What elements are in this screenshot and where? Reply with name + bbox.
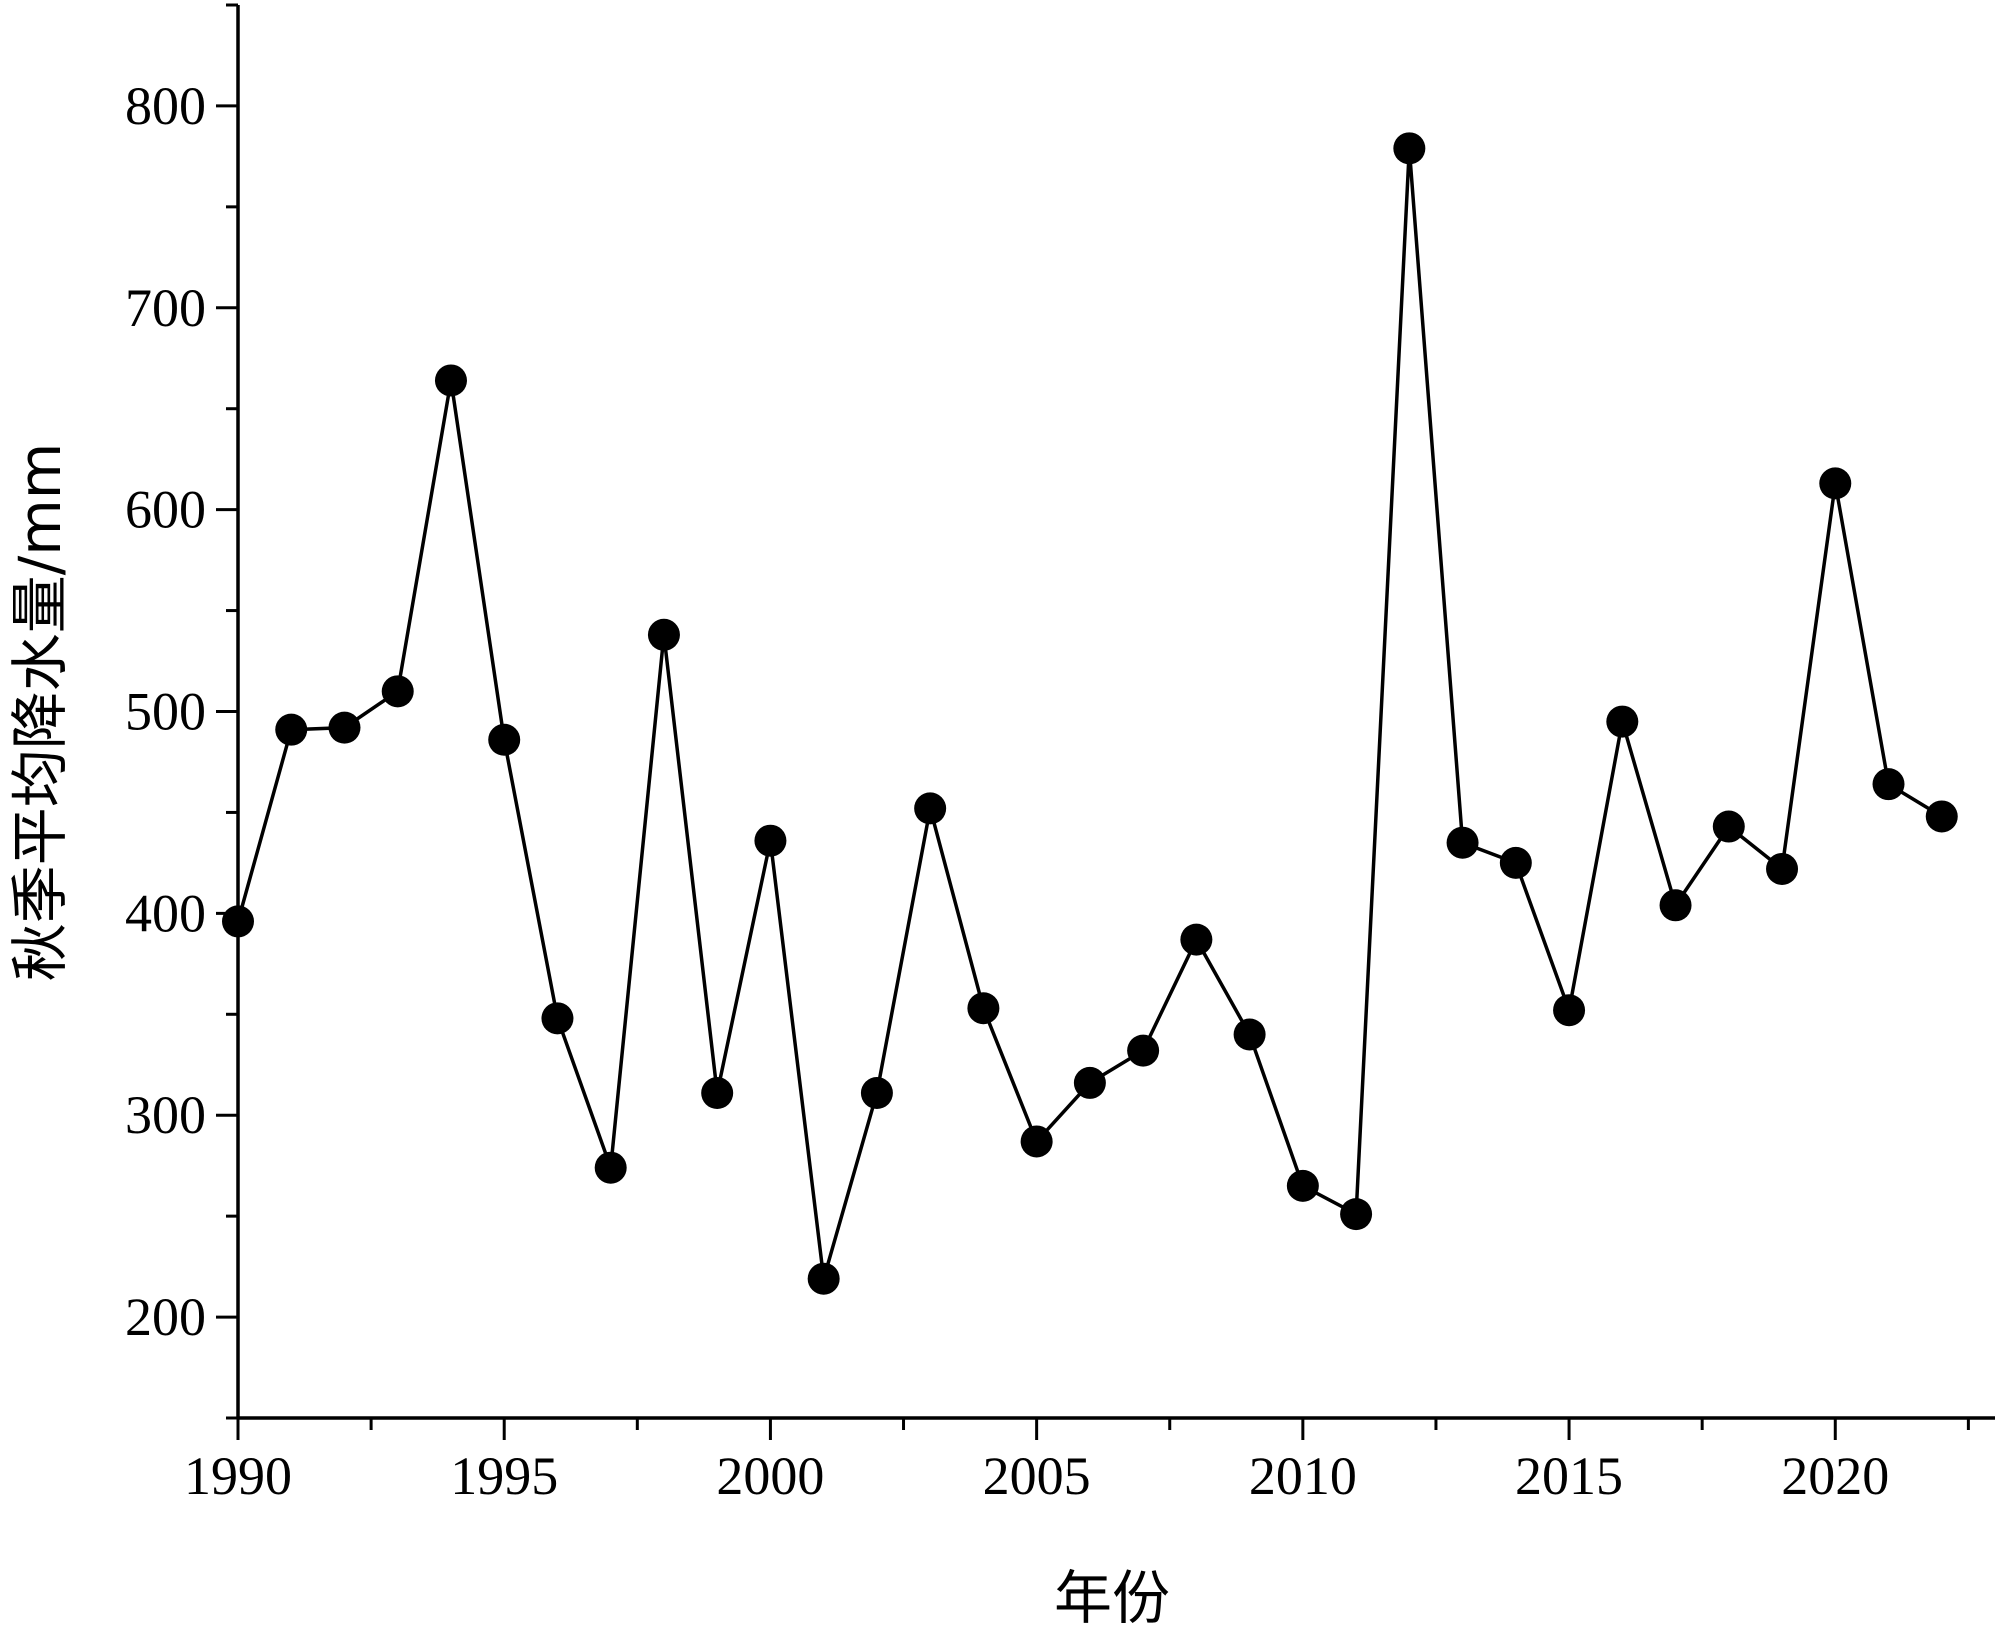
plot-area: 200 300 400 500 600 700 800 1990 1995 2000 2005 201…	[125, 3, 1995, 1506]
x-axis-title: 年份	[1054, 1564, 1170, 1632]
data-point	[1446, 826, 1479, 859]
data-point	[1872, 768, 1905, 801]
y-axis-title: 秋季平均降水量/mm	[6, 443, 74, 982]
x-tick-label: 2005	[983, 1446, 1091, 1506]
data-point	[1712, 810, 1745, 843]
data-point	[860, 1077, 893, 1110]
data-point	[275, 713, 308, 746]
data-point	[1340, 1198, 1373, 1231]
data-point	[1819, 467, 1852, 500]
data-point	[1127, 1034, 1160, 1067]
y-tick-label: 800	[125, 76, 206, 136]
x-tick-label: 2020	[1781, 1446, 1889, 1506]
x-tick-label: 1990	[184, 1446, 292, 1506]
data-point	[807, 1262, 840, 1295]
data-point	[1020, 1125, 1053, 1158]
data-point	[381, 675, 414, 708]
y-tick-label: 400	[125, 883, 206, 943]
x-tick-label: 1995	[450, 1446, 558, 1506]
y-tick-label: 300	[125, 1085, 206, 1145]
data-point	[434, 364, 467, 397]
data-point	[1766, 852, 1799, 885]
data-point	[647, 618, 680, 651]
data-point	[1553, 994, 1586, 1027]
data-point	[1233, 1018, 1266, 1051]
data-point	[701, 1077, 734, 1110]
data-point	[1659, 889, 1692, 922]
y-tick-label: 700	[125, 278, 206, 338]
data-point	[1925, 800, 1958, 833]
y-tick-label: 200	[125, 1287, 206, 1347]
data-point	[1180, 923, 1213, 956]
data-point	[1606, 705, 1639, 738]
data-point	[1286, 1169, 1319, 1202]
y-tick-label: 500	[125, 682, 206, 742]
series-line	[236, 148, 1943, 1280]
data-point	[541, 1002, 574, 1035]
data-point	[754, 824, 787, 857]
data-point	[1393, 132, 1426, 165]
data-point	[594, 1151, 627, 1184]
data-point	[222, 905, 254, 938]
data-point	[488, 723, 521, 756]
data-point	[1499, 846, 1532, 879]
x-tick-label: 2015	[1515, 1446, 1623, 1506]
series-group	[222, 132, 1958, 1295]
data-point	[1073, 1066, 1106, 1099]
data-point	[967, 992, 1000, 1025]
data-point	[914, 792, 947, 825]
y-tick-label: 600	[125, 480, 206, 540]
data-point	[328, 711, 361, 744]
x-tick-label: 2000	[716, 1446, 824, 1506]
x-tick-label: 2010	[1249, 1446, 1357, 1506]
